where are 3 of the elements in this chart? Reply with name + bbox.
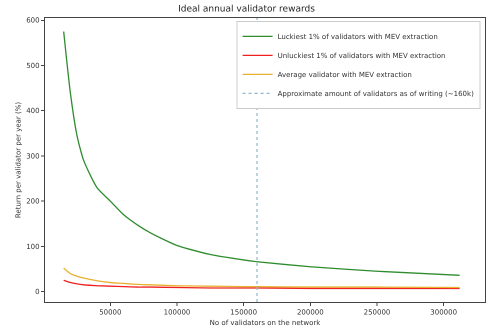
line-series: [63, 280, 460, 290]
line-series: [63, 267, 460, 288]
chart-title: Ideal annual validator rewards: [178, 4, 316, 14]
